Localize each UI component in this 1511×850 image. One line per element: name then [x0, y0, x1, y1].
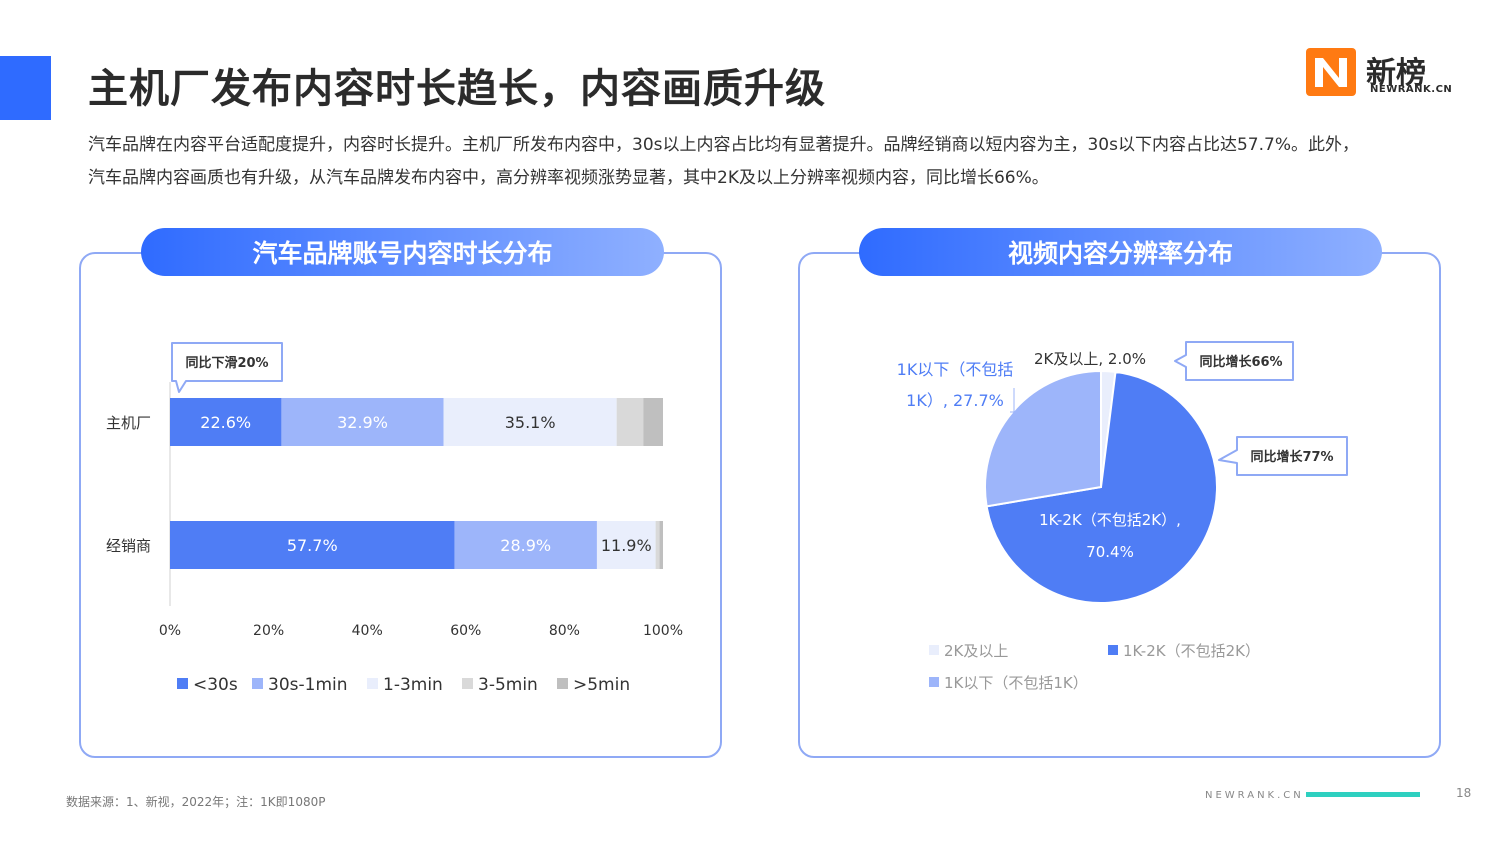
legend-label: >5min [573, 675, 630, 695]
legend-swatch [929, 677, 939, 687]
bar-segment [643, 398, 663, 446]
data-label: 35.1% [505, 413, 556, 432]
resolution-chart-title: 视频内容分辨率分布 [859, 228, 1382, 276]
data-label: 22.6% [200, 413, 251, 432]
newrank-logo: 新榜 NEWRANK.CN [1306, 48, 1456, 98]
legend-swatch [462, 678, 473, 689]
legend-label: 30s-1min [268, 675, 348, 695]
x-tick-label: 80% [549, 623, 580, 639]
page-title: 主机厂发布内容时长趋长，内容画质升级 [88, 66, 826, 112]
legend-swatch [252, 678, 263, 689]
summary-line-1: 汽车品牌在内容平台适配度提升，内容时长提升。主机厂所发布内容中，30s以上内容占… [88, 135, 1359, 155]
legend-label: 1-3min [383, 675, 443, 695]
title-accent-bar [0, 56, 51, 120]
pie-label-1k2k: 1K-2K（不包括2K）, [1039, 511, 1181, 529]
legend-swatch [929, 645, 939, 655]
callout-box [1174, 341, 1294, 381]
bar-segment [281, 398, 444, 446]
legend-label: 2K及以上 [944, 642, 1008, 660]
summary-line-2: 汽车品牌内容画质也有升级，从汽车品牌发布内容中，高分辨率视频涨势显著，其中2K及… [88, 168, 1049, 188]
x-tick-label: 60% [450, 623, 481, 639]
legend-swatch [1108, 645, 1118, 655]
bar-segment [655, 521, 660, 569]
newrank-logo-icon [1306, 48, 1356, 96]
legend-swatch [557, 678, 568, 689]
x-tick-label: 20% [253, 623, 284, 639]
legend-label: <30s [193, 675, 238, 695]
legend-swatch [367, 678, 378, 689]
duration-chart-title: 汽车品牌账号内容时长分布 [141, 228, 664, 276]
callout-box [171, 342, 283, 393]
data-label: 28.9% [500, 536, 551, 555]
callout-box [1218, 436, 1348, 476]
data-label: 32.9% [337, 413, 388, 432]
legend-label: 1K以下（不包括1K） [944, 674, 1088, 692]
pie-leader-line [1010, 388, 1015, 413]
callout-text: 同比增长77% [1250, 449, 1333, 465]
logo-text-en: NEWRANK.CN [1370, 84, 1453, 95]
pie-label-1k-value: 1K）, 27.7% [906, 391, 1004, 410]
x-tick-label: 0% [159, 623, 181, 639]
category-label: 主机厂 [106, 414, 151, 432]
bar-segment [616, 398, 644, 446]
data-label: 11.9% [601, 536, 652, 555]
callout-text: 同比增长66% [1199, 354, 1282, 370]
legend-swatch [177, 678, 188, 689]
bar-segment [170, 398, 282, 446]
page-number: 18 [1456, 786, 1472, 800]
pie-label-2k: 2K及以上, 2.0% [1034, 350, 1146, 368]
data-label: 57.7% [287, 536, 338, 555]
callout-text: 同比下滑20% [185, 355, 268, 371]
bar-segment [443, 398, 617, 446]
legend-label: 3-5min [478, 675, 538, 695]
bar-segment [454, 521, 597, 569]
bar-segment [659, 521, 663, 569]
footer-site: NEWRANK.CN [1205, 790, 1304, 801]
x-tick-label: 40% [352, 623, 383, 639]
footer-accent-line [1306, 792, 1420, 797]
pie-label-1k2k-value: 70.4% [1086, 543, 1134, 561]
pie-label-1k: 1K以下（不包括 [897, 360, 1014, 379]
legend-label: 1K-2K（不包括2K） [1123, 642, 1260, 660]
x-tick-label: 100% [643, 623, 683, 639]
logo-text-cn: 新榜 [1366, 56, 1426, 91]
category-label: 经销商 [106, 537, 151, 555]
data-source-note: 数据来源：1、新视，2022年；注：1K即1080P [66, 795, 326, 809]
bar-segment [596, 521, 656, 569]
bar-segment [170, 521, 455, 569]
summary-text: 汽车品牌在内容平台适配度提升，内容时长提升。主机厂所发布内容中，30s以上内容占… [88, 129, 1448, 195]
